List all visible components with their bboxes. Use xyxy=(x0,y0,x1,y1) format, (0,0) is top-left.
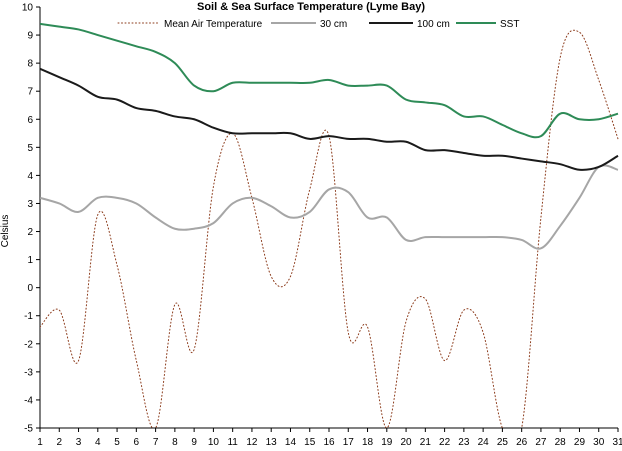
axes xyxy=(36,6,619,432)
y-tick-label: -2 xyxy=(24,339,33,350)
y-tick-label: -4 xyxy=(24,395,33,406)
x-tick-label: 23 xyxy=(458,437,470,448)
series-line-100-cm xyxy=(40,67,619,171)
x-tick-label: 31 xyxy=(612,437,622,448)
y-tick-label: 10 xyxy=(22,3,34,14)
legend-label: 30 cm xyxy=(320,19,347,30)
series-lines xyxy=(40,22,619,428)
x-tick-label: 2 xyxy=(56,437,62,448)
x-tick-label: 29 xyxy=(574,437,586,448)
y-tick-label: 2 xyxy=(27,227,33,238)
x-tick-label: 21 xyxy=(420,437,432,448)
chart-title: Soil & Sea Surface Temperature (Lyme Bay… xyxy=(197,1,425,13)
x-tick-label: 9 xyxy=(191,437,197,448)
x-tick-label: 8 xyxy=(172,437,178,448)
y-tick-label: -3 xyxy=(24,367,33,378)
x-tick-label: 12 xyxy=(246,437,258,448)
x-tick-label: 20 xyxy=(401,437,413,448)
y-tick-label: 1 xyxy=(27,255,33,266)
y-tick-label: -1 xyxy=(24,311,33,322)
x-tick-label: 24 xyxy=(478,437,490,448)
x-tick-label: 6 xyxy=(134,437,140,448)
legend-label: Mean Air Temperature xyxy=(164,19,263,30)
x-tick-label: 15 xyxy=(304,437,316,448)
x-tick-label: 25 xyxy=(497,437,509,448)
x-tick-label: 26 xyxy=(516,437,528,448)
x-tick-label: 3 xyxy=(76,437,82,448)
y-tick-label: 0 xyxy=(27,283,33,294)
x-tick-label: 27 xyxy=(535,437,547,448)
x-tick-label: 11 xyxy=(227,437,238,448)
x-tick-label: 28 xyxy=(555,437,567,448)
legend-label: SST xyxy=(500,19,519,30)
x-tick-label: 18 xyxy=(362,437,374,448)
y-axis-label: Celsius xyxy=(0,215,11,248)
y-tick-label: 6 xyxy=(27,115,33,126)
x-tick-label: 22 xyxy=(439,437,451,448)
y-tick-label: 5 xyxy=(27,143,33,154)
y-tick-label: 3 xyxy=(27,199,33,210)
x-tick-label: 10 xyxy=(208,437,220,448)
x-tick-label: 4 xyxy=(95,437,101,448)
x-tick-label: 19 xyxy=(381,437,393,448)
x-tick-label: 14 xyxy=(285,437,297,448)
legend-label: 100 cm xyxy=(417,19,450,30)
y-tick-label: 7 xyxy=(27,87,33,98)
x-tick-label: 7 xyxy=(153,437,159,448)
y-tick-label: 9 xyxy=(27,31,33,42)
y-tick-label: 8 xyxy=(27,59,33,70)
x-tick-label: 16 xyxy=(323,437,335,448)
x-tick-label: 17 xyxy=(343,437,355,448)
series-line-30-cm xyxy=(40,164,619,250)
series-line-sst xyxy=(40,22,619,139)
y-tick-label: 4 xyxy=(27,171,33,182)
x-tick-label: 1 xyxy=(37,437,43,448)
x-tick-label: 30 xyxy=(593,437,605,448)
x-tick-label: 13 xyxy=(266,437,278,448)
x-tick-label: 5 xyxy=(114,437,120,448)
legend: Mean Air Temperature 30 cm 100 cm SST xyxy=(117,19,519,30)
y-tick-label: -5 xyxy=(24,424,33,435)
